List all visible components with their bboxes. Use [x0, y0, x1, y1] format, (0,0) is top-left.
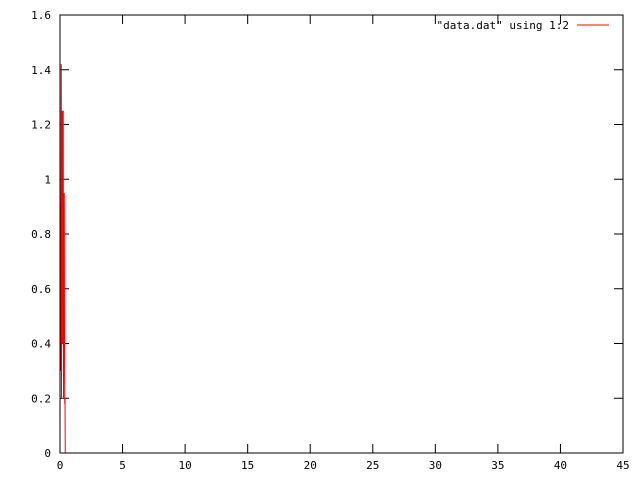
x-tick-label: 5 [119, 459, 126, 472]
y-tick-label: 1 [44, 173, 51, 186]
y-tick-label: 0.4 [31, 338, 51, 351]
y-tick-label: 0 [44, 447, 51, 460]
y-tick-label: 1.4 [31, 64, 51, 77]
y-tick-label: 0.8 [31, 228, 51, 241]
legend-label: "data.dat" using 1:2 [437, 19, 569, 32]
x-tick-label: 15 [241, 459, 254, 472]
y-tick-label: 0.6 [31, 283, 51, 296]
x-tick-label: 10 [178, 459, 191, 472]
series-line [59, 64, 66, 454]
y-tick-labels: 0 0.2 0.4 0.6 0.8 1 1.2 1.4 1.6 [31, 9, 51, 460]
x-tick-label: 25 [366, 459, 379, 472]
x-tick-label: 35 [491, 459, 504, 472]
y-tick-label: 1.6 [31, 9, 51, 22]
y-tick-label: 1.2 [31, 119, 51, 132]
legend: "data.dat" using 1:2 [437, 19, 609, 32]
x-tick-label: 30 [429, 459, 442, 472]
plot-frame [59, 14, 624, 454]
series-layer [59, 64, 66, 454]
x-tick-label: 40 [554, 459, 567, 472]
y-tick-label: 0.2 [31, 392, 51, 405]
x-tick-label: 20 [304, 459, 317, 472]
x-tick-labels: 0 5 10 15 20 25 30 35 40 45 [57, 459, 630, 472]
x-tick-label: 0 [57, 459, 64, 472]
x-tick-label: 45 [616, 459, 629, 472]
axis-ticks [59, 14, 624, 454]
